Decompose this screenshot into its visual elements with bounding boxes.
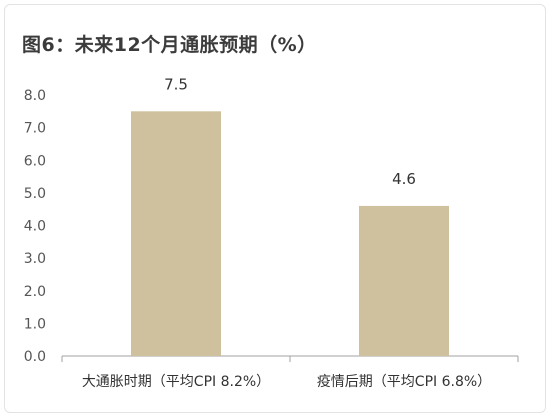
data-label-1: 7.5 bbox=[164, 75, 188, 93]
y-tick-label: 1.0 bbox=[24, 316, 46, 332]
y-tick-label: 2.0 bbox=[24, 284, 46, 300]
y-tick-label: 0.0 bbox=[24, 349, 46, 365]
category-label-1: 大通胀时期（平均CPI 8.2%） bbox=[82, 374, 270, 390]
chart-title: 图6：未来12个月通胀预期（%） bbox=[22, 34, 317, 56]
data-label-2: 4.6 bbox=[392, 170, 416, 188]
y-tick-label: 8.0 bbox=[24, 88, 46, 104]
y-tick-label: 7.0 bbox=[24, 121, 46, 137]
category-label-2: 疫情后期（平均CPI 6.8%） bbox=[317, 374, 491, 390]
bar-2 bbox=[359, 205, 449, 356]
y-tick-label: 4.0 bbox=[24, 219, 46, 235]
y-tick-label: 5.0 bbox=[24, 186, 46, 202]
y-tick-label: 6.0 bbox=[24, 153, 46, 169]
y-tick-label: 3.0 bbox=[24, 251, 46, 267]
bar-1 bbox=[131, 111, 221, 356]
chart-frame bbox=[4, 4, 546, 413]
